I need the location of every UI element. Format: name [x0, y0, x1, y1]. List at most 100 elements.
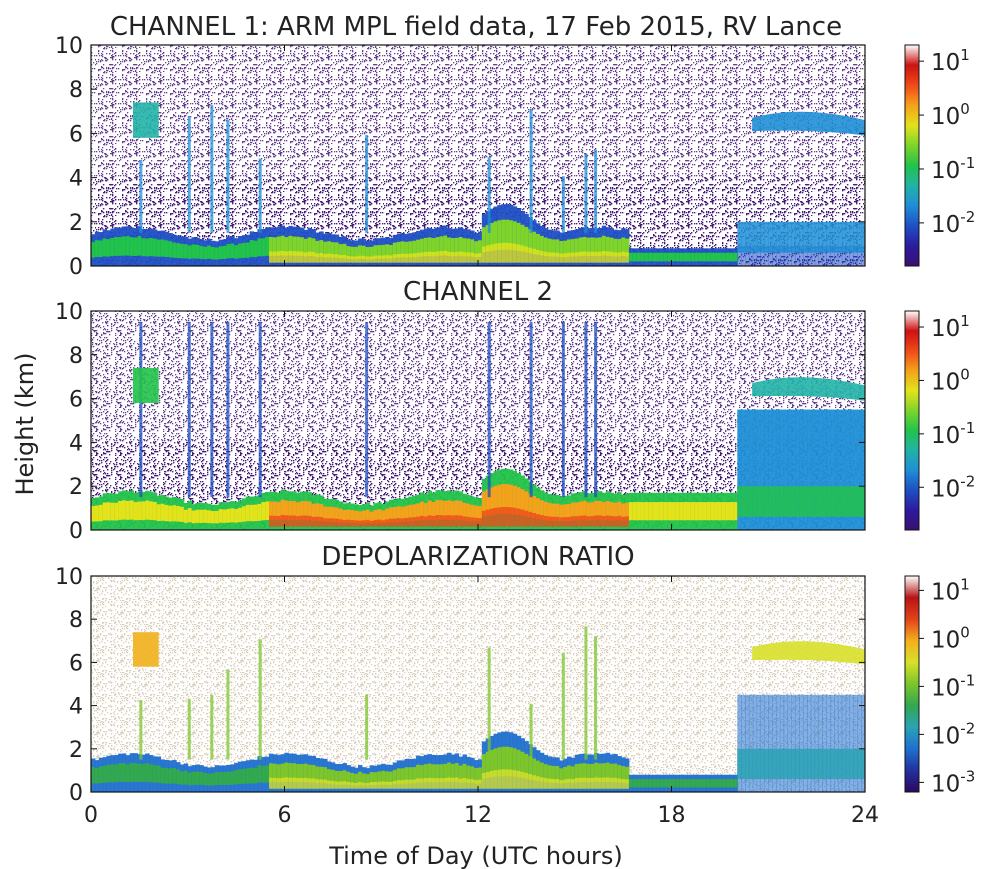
colorbar: [904, 44, 920, 267]
signal-core: [570, 252, 576, 263]
signal-band: [818, 486, 823, 517]
signal-column: [795, 246, 800, 266]
signal-core: [385, 781, 390, 789]
streak: [210, 321, 214, 498]
signal-band: [160, 767, 166, 784]
signal-core: [346, 519, 351, 527]
signal-column: [810, 694, 816, 792]
signal-band: [470, 766, 475, 784]
signal-band: [536, 233, 541, 255]
signal-band: [574, 502, 580, 521]
signal-band: [423, 503, 429, 521]
signal-band: [125, 236, 131, 256]
signal-band: [249, 240, 255, 257]
signal-band: [737, 221, 742, 253]
signal-core: [377, 781, 382, 789]
signal-core: [450, 252, 456, 263]
signal-band: [369, 246, 375, 260]
signal-core: [625, 516, 630, 527]
signal-band: [245, 768, 251, 784]
signal-core: [578, 515, 583, 527]
signal-band: [230, 243, 235, 259]
colorbar-tick-label: 10-2: [931, 208, 975, 238]
signal-band: [810, 221, 816, 253]
signal-band: [857, 486, 862, 517]
colorbar-tick-label: 10-2: [931, 719, 975, 749]
signal-band: [214, 511, 220, 524]
signal-band: [764, 221, 769, 253]
signal-core: [396, 780, 402, 789]
signal-core: [334, 781, 340, 789]
signal-band: [760, 221, 765, 253]
signal-column: [787, 694, 792, 792]
signal-band: [435, 237, 440, 256]
signal-band: [721, 502, 727, 521]
signal-core: [532, 775, 537, 789]
signal-band: [644, 502, 649, 521]
signal-band: [768, 486, 773, 517]
signal-band: [408, 241, 413, 258]
signal-band: [803, 486, 808, 517]
signal-band: [512, 748, 518, 777]
signal-column: [830, 694, 835, 792]
x-tick-label: 24: [851, 803, 879, 828]
signal-band: [149, 501, 154, 520]
signal-core: [586, 777, 591, 789]
signal-core: [292, 515, 297, 527]
signal-band: [528, 229, 533, 254]
signal-band: [462, 502, 467, 521]
signal-band: [710, 252, 715, 262]
signal-column: [741, 246, 746, 266]
signal-band: [373, 772, 378, 786]
signal-band: [656, 252, 661, 262]
signal-core: [435, 515, 440, 527]
signal-band: [203, 509, 208, 523]
signal-column: [806, 246, 812, 266]
signal-band: [91, 766, 96, 784]
signal-band: [621, 237, 626, 257]
signal-core: [543, 251, 549, 263]
signal-column: [795, 409, 800, 530]
signal-band: [369, 511, 375, 524]
signal-core: [330, 780, 336, 789]
signal-core: [466, 516, 471, 527]
signal-band: [454, 237, 460, 257]
signal-band: [787, 486, 792, 517]
signal-band: [733, 252, 738, 262]
cloud-feature: [132, 367, 159, 403]
signal-core: [439, 778, 444, 789]
signal-band: [218, 509, 224, 523]
signal-band: [752, 748, 758, 780]
heatmap-field: [91, 45, 865, 266]
signal-column: [826, 246, 831, 266]
signal-band: [272, 237, 278, 256]
signal-core: [381, 520, 386, 527]
signal-column: [768, 246, 773, 266]
signal-band: [547, 238, 553, 257]
signal-band: [590, 502, 595, 521]
signal-band: [195, 244, 200, 259]
streak: [258, 321, 262, 498]
signal-band: [853, 748, 858, 780]
signal-core: [532, 248, 537, 263]
signal-band: [737, 748, 742, 780]
signal-band: [636, 779, 642, 788]
signal-band: [180, 506, 185, 522]
signal-band: [861, 221, 865, 253]
signal-band: [597, 500, 603, 520]
x-tick-label: 12: [464, 803, 492, 828]
signal-core: [385, 255, 390, 263]
signal-band: [272, 763, 278, 783]
signal-core: [512, 243, 518, 263]
signal-band: [431, 501, 436, 521]
signal-band: [102, 238, 107, 257]
signal-band: [528, 756, 533, 780]
signal-band: [644, 252, 649, 262]
colorbar-tick-label: 101: [931, 575, 970, 605]
signal-core: [319, 517, 324, 527]
signal-band: [276, 502, 282, 521]
signal-band: [261, 765, 266, 783]
signal-band: [717, 779, 723, 788]
signal-core: [551, 252, 556, 263]
signal-core: [485, 771, 491, 789]
